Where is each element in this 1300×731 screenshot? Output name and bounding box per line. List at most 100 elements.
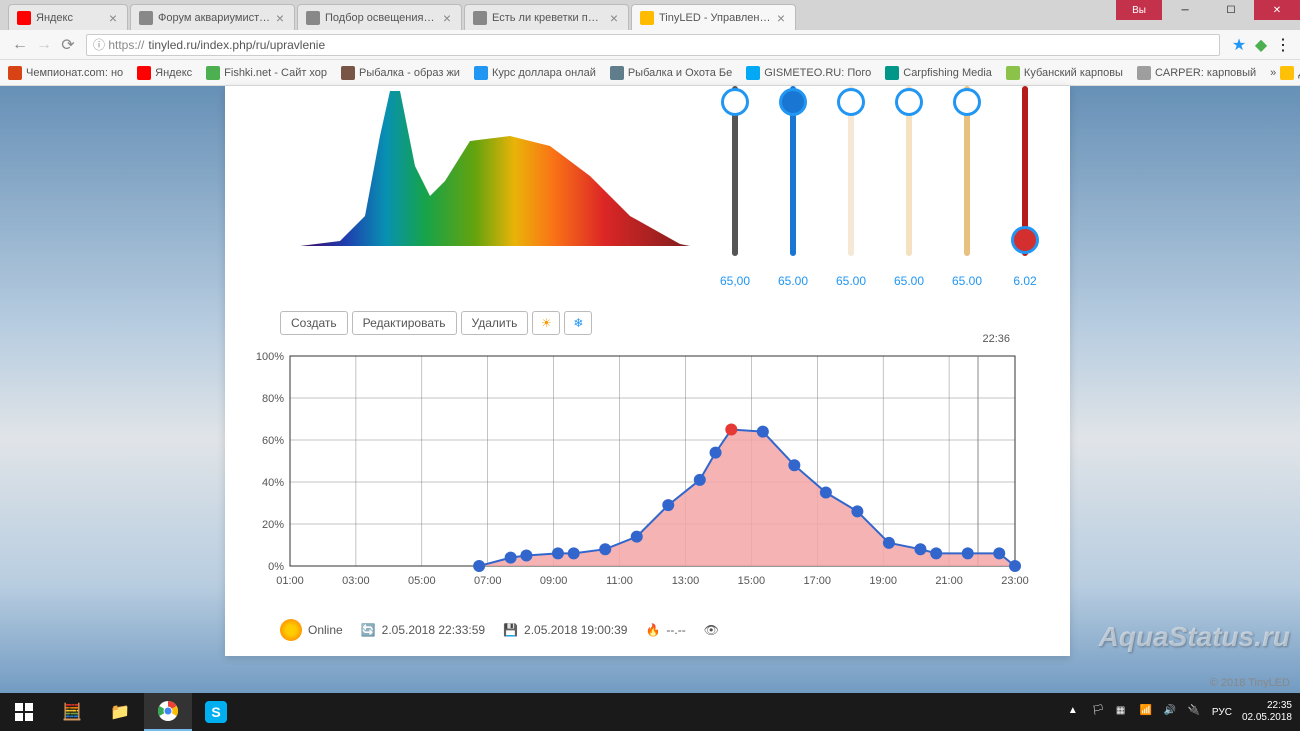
chart-point[interactable] <box>930 547 942 559</box>
taskbar-explorer[interactable]: 📁 <box>96 693 144 731</box>
chart-point[interactable] <box>473 560 485 572</box>
chart-point[interactable] <box>1009 560 1021 572</box>
chart-point[interactable] <box>820 487 832 499</box>
slider[interactable]: 65.00 <box>952 86 982 288</box>
system-tray: ▲ 🏳 ▦ 📶 🔊 🔌 РУС 22:3502.05.2018 <box>1068 700 1292 724</box>
bookmark-item[interactable]: Курс доллара онлай <box>474 66 596 80</box>
taskbar-calc[interactable]: 🧮 <box>48 693 96 731</box>
tray-power-icon[interactable]: 🔌 <box>1188 705 1202 719</box>
tab-close-icon[interactable]: × <box>775 12 787 24</box>
chart-point[interactable] <box>725 424 737 436</box>
tab-title: Есть ли креветки по раз <box>492 12 604 24</box>
chart-point[interactable] <box>694 474 706 486</box>
slider-handle[interactable] <box>1011 226 1039 254</box>
chart-point[interactable] <box>851 505 863 517</box>
bookmark-favicon <box>474 66 488 80</box>
bookmark-item[interactable]: Fishki.net - Сайт хор <box>206 66 327 80</box>
slider[interactable]: 6.02 <box>1010 86 1040 288</box>
menu-icon[interactable]: ⋮ <box>1274 36 1292 54</box>
sun-mode-button[interactable]: ☀ <box>532 311 560 335</box>
bookmark-item[interactable]: Рыбалка и Охота Бе <box>610 66 732 80</box>
slider-handle[interactable] <box>721 88 749 116</box>
tab-close-icon[interactable]: × <box>107 12 119 24</box>
bookmark-favicon <box>746 66 760 80</box>
tray-up-icon[interactable]: ▲ <box>1068 705 1082 719</box>
user-badge: Вы <box>1116 0 1162 20</box>
browser-tab[interactable]: Яндекс× <box>8 4 128 30</box>
chart-point[interactable] <box>552 547 564 559</box>
slider[interactable]: 65.00 <box>836 86 866 288</box>
tab-favicon <box>139 11 153 25</box>
slider[interactable]: 65.00 <box>894 86 924 288</box>
bookmark-item[interactable]: Чемпионат.com: но <box>8 66 123 80</box>
bookmark-favicon <box>137 66 151 80</box>
tab-favicon <box>640 11 654 25</box>
back-button[interactable]: ← <box>8 33 32 57</box>
chart-point[interactable] <box>757 426 769 438</box>
svg-text:17:00: 17:00 <box>804 575 832 587</box>
browser-tab[interactable]: Подбор освещения для× <box>297 4 462 30</box>
tray-lang[interactable]: РУС <box>1212 707 1232 718</box>
browser-tab[interactable]: Форум аквариумистов а× <box>130 4 295 30</box>
chart-point[interactable] <box>883 537 895 549</box>
tray-app-icon[interactable]: ▦ <box>1116 705 1130 719</box>
svg-text:03:00: 03:00 <box>342 575 370 587</box>
window-close-button[interactable]: ✕ <box>1254 0 1300 20</box>
url-input[interactable]: ⓘ https://tinyled.ru/index.php/ru/upravl… <box>86 34 1220 56</box>
eye-icon[interactable]: 👁 <box>704 623 719 637</box>
maximize-button[interactable]: ☐ <box>1208 0 1254 20</box>
bookmark-item[interactable]: Кубанский карповы <box>1006 66 1123 80</box>
chart-point[interactable] <box>520 550 532 562</box>
tab-close-icon[interactable]: × <box>274 12 286 24</box>
chart-point[interactable] <box>993 547 1005 559</box>
minimize-button[interactable]: ─ <box>1162 0 1208 20</box>
slider-handle[interactable] <box>953 88 981 116</box>
chart-point[interactable] <box>505 552 517 564</box>
bookmark-item[interactable]: Яндекс <box>137 66 192 80</box>
slider-handle[interactable] <box>895 88 923 116</box>
chart-point[interactable] <box>568 547 580 559</box>
slider[interactable]: 65,00 <box>720 86 750 288</box>
chart-point[interactable] <box>788 459 800 471</box>
tray-volume-icon[interactable]: 🔊 <box>1164 705 1178 719</box>
bookmark-favicon <box>1006 66 1020 80</box>
chart-point[interactable] <box>962 547 974 559</box>
chart-point[interactable] <box>914 543 926 555</box>
spectrum-graph <box>280 86 700 251</box>
delete-button[interactable]: Удалить <box>461 311 529 335</box>
browser-tab[interactable]: TinyLED - Управление× <box>631 4 796 30</box>
chart-point[interactable] <box>662 499 674 511</box>
tab-close-icon[interactable]: × <box>608 12 620 24</box>
sync-icon: 🔄 <box>361 623 376 637</box>
slider[interactable]: 65.00 <box>778 86 808 288</box>
slider-handle[interactable] <box>779 88 807 116</box>
bookmark-item[interactable]: CARPER: карповый <box>1137 66 1256 80</box>
star-icon[interactable]: ★ <box>1230 36 1248 54</box>
extension-icon[interactable]: ◆ <box>1252 36 1270 54</box>
svg-text:100%: 100% <box>256 351 284 363</box>
create-button[interactable]: Создать <box>280 311 348 335</box>
slider-handle[interactable] <box>837 88 865 116</box>
bookmark-more[interactable]: »Другие закладки <box>1270 66 1300 80</box>
edit-button[interactable]: Редактировать <box>352 311 457 335</box>
main-panel: 65,00 65.00 65.00 65.00 65.00 6.02 Создать Ре… <box>225 86 1070 656</box>
chart-point[interactable] <box>710 447 722 459</box>
tray-network-icon[interactable]: 📶 <box>1140 705 1154 719</box>
bookmark-item[interactable]: GISMETEO.RU: Пого <box>746 66 871 80</box>
bookmark-item[interactable]: Рыбалка - образ жи <box>341 66 460 80</box>
tab-close-icon[interactable]: × <box>441 12 453 24</box>
chart-point[interactable] <box>599 543 611 555</box>
tray-flag-icon[interactable]: 🏳 <box>1092 705 1106 719</box>
forward-button[interactable]: → <box>32 33 56 57</box>
bookmark-favicon <box>206 66 220 80</box>
taskbar-chrome[interactable] <box>144 693 192 731</box>
snow-mode-button[interactable]: ❄ <box>564 311 592 335</box>
browser-tab[interactable]: Есть ли креветки по раз × <box>464 4 629 30</box>
tray-clock[interactable]: 22:3502.05.2018 <box>1242 700 1292 724</box>
chart-point[interactable] <box>631 531 643 543</box>
start-button[interactable] <box>0 693 48 731</box>
bookmark-item[interactable]: Carpfishing Media <box>885 66 992 80</box>
svg-text:21:00: 21:00 <box>935 575 963 587</box>
taskbar-skype[interactable]: S <box>192 693 240 731</box>
reload-button[interactable]: ⟳ <box>56 33 80 57</box>
